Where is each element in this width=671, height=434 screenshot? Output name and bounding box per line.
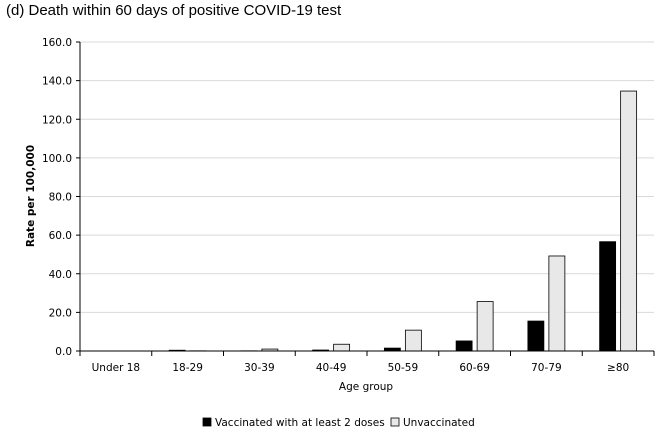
- legend: Vaccinated with at least 2 doses Unvaccin…: [202, 417, 475, 429]
- bar-unvaccinated: [476, 301, 494, 352]
- bar-vaccinated: [527, 320, 545, 352]
- x-tick-label: 40-49: [316, 362, 347, 374]
- legend-swatch: [390, 417, 400, 427]
- bar-vaccinated: [599, 241, 617, 352]
- y-tick-label: 80.0: [49, 192, 72, 204]
- x-tick-label: 70-79: [531, 362, 562, 374]
- x-tick-label: 18-29: [172, 362, 203, 374]
- y-axis-ticks: 0.0 20.0 40.0 60.0 80.0 100.0 120.0 140.0 160.0: [42, 37, 80, 358]
- legend-swatch: [202, 417, 212, 427]
- x-axis-ticks: Under 18 18-29 30-39 40-49 50-59 60-69 70-79 ≥8…: [79, 351, 655, 374]
- legend-label: Unvaccinated: [403, 417, 475, 429]
- x-tick-label: Under 18: [92, 362, 140, 374]
- x-tick-label: 50-59: [388, 362, 419, 374]
- bar-vaccinated: [455, 340, 473, 352]
- chart-title: (d) Death within 60 days of positive COV…: [6, 2, 342, 19]
- x-tick-label: 30-39: [244, 362, 275, 374]
- bar-unvaccinated: [548, 255, 566, 352]
- y-tick-label: 20.0: [49, 307, 72, 319]
- x-tick-label: ≥80: [607, 362, 629, 374]
- y-tick-label: 160.0: [42, 37, 72, 49]
- y-tick-label: 120.0: [42, 114, 72, 126]
- y-tick-label: 40.0: [49, 269, 72, 281]
- bar-unvaccinated: [620, 90, 638, 352]
- gridlines: [80, 41, 654, 313]
- bar-unvaccinated: [404, 329, 422, 352]
- x-tick-label: 60-69: [459, 362, 490, 374]
- y-tick-label: 140.0: [42, 76, 72, 88]
- legend-label: Vaccinated with at least 2 doses: [215, 417, 385, 429]
- y-axis-label: Rate per 100,000: [25, 145, 37, 247]
- y-tick-label: 60.0: [49, 230, 72, 242]
- bar-unvaccinated: [333, 343, 351, 352]
- x-axis-label: Age group: [339, 381, 393, 393]
- y-tick-label: 0.0: [55, 346, 72, 358]
- y-tick-label: 100.0: [42, 153, 72, 165]
